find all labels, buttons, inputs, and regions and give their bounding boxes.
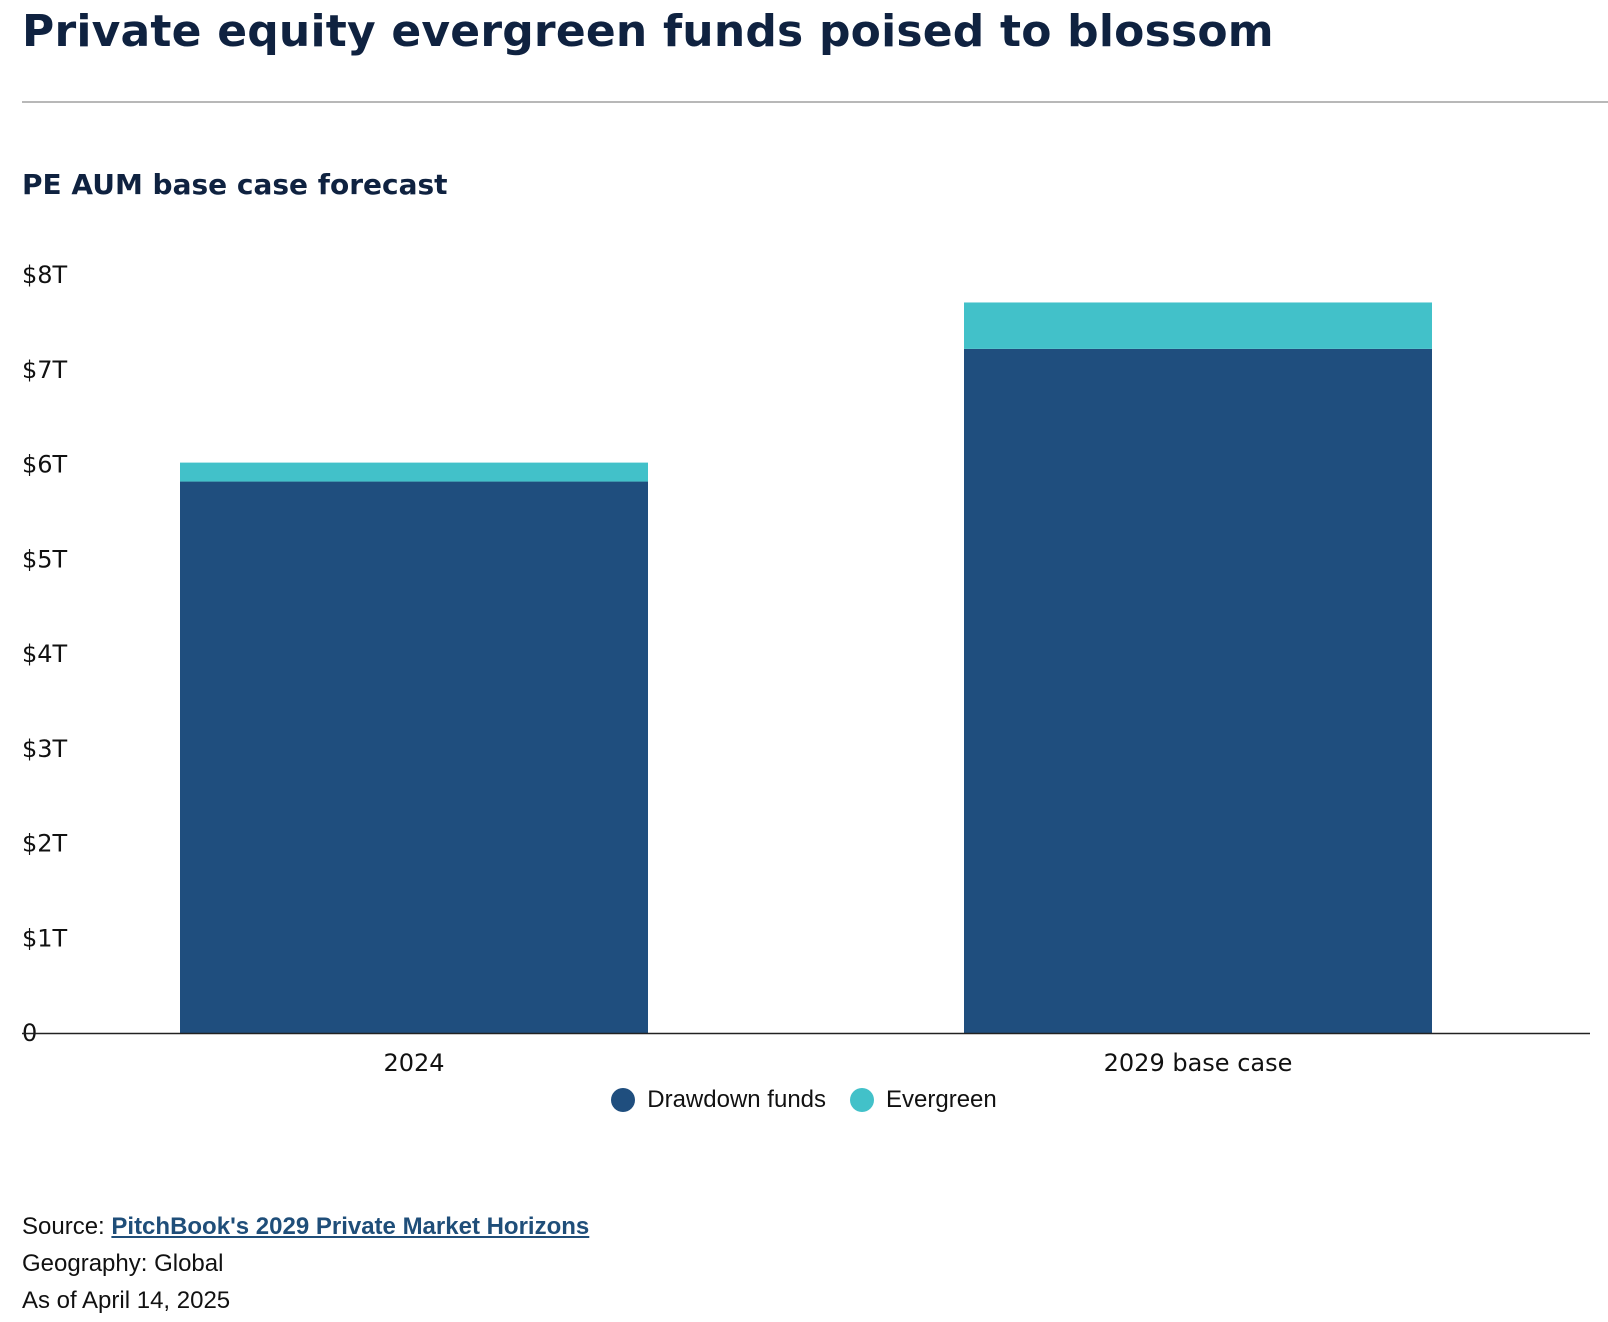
y-tick-label: $4T — [22, 640, 68, 668]
y-tick-label: $7T — [22, 356, 68, 384]
legend-label-drawdown: Drawdown funds — [647, 1086, 827, 1113]
source-line: Source: PitchBook's 2029 Private Market … — [22, 1208, 589, 1245]
y-tick-label: $8T — [22, 261, 68, 289]
legend-item-evergreen: Evergreen — [850, 1086, 997, 1114]
geography-line: Geography: Global — [22, 1250, 224, 1277]
legend-item-drawdown: Drawdown funds — [611, 1086, 826, 1114]
bar-segment-drawdown — [180, 481, 648, 1033]
source-link[interactable]: PitchBook's 2029 Private Market Horizons — [111, 1213, 590, 1240]
bar-segment-drawdown — [964, 348, 1432, 1033]
legend-label-evergreen: Evergreen — [886, 1086, 997, 1113]
y-tick-label: $2T — [22, 830, 68, 858]
bar-segment-evergreen — [180, 462, 648, 482]
chart-footer: Source: PitchBook's 2029 Private Market … — [22, 1208, 589, 1319]
legend: Drawdown funds Evergreen — [0, 1086, 1608, 1114]
y-tick-label: $3T — [22, 735, 68, 763]
x-tick-label: 2029 base case — [1104, 1049, 1293, 1077]
y-tick-label: $1T — [22, 924, 68, 952]
bar-segment-evergreen — [964, 302, 1432, 349]
title-divider — [22, 101, 1608, 103]
as-of-line: As of April 14, 2025 — [22, 1287, 231, 1314]
x-tick-label: 2024 — [383, 1049, 444, 1077]
legend-swatch-evergreen — [850, 1088, 875, 1112]
y-tick-label: $6T — [22, 451, 68, 479]
chart-subtitle: PE AUM base case forecast — [22, 168, 448, 201]
chart-title: Private equity evergreen funds poised to… — [22, 6, 1274, 57]
y-tick-label: $5T — [22, 545, 68, 573]
legend-swatch-drawdown — [611, 1088, 636, 1112]
source-prefix: Source: — [22, 1213, 112, 1240]
